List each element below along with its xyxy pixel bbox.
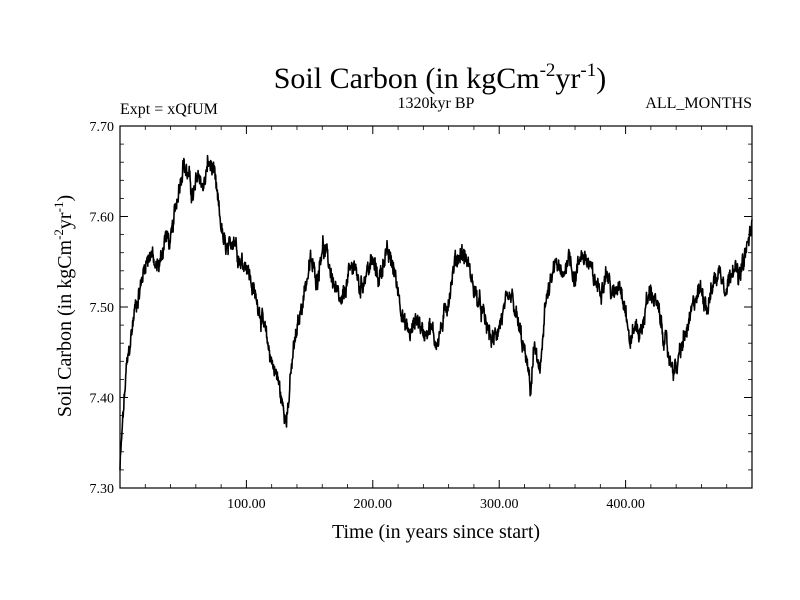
series-group <box>119 154 753 471</box>
subtitle-right: ALL_MONTHS <box>645 95 752 112</box>
chart-title: Soil Carbon (in kgCm-2yr-1) <box>274 60 607 95</box>
y-tick-label: 7.50 <box>90 301 115 316</box>
chart-title-exp1: -2 <box>540 60 556 81</box>
x-tick-labels: 100.00 200.00 300.00 400.00 <box>227 497 645 512</box>
y-axis-label-exp1: -2 <box>51 229 66 240</box>
y-tick-label: 7.60 <box>90 211 115 226</box>
subtitle-left: Expt = xQfUM <box>120 101 218 118</box>
y-axis-label: Soil Carbon (in kgCm-2yr-1) <box>51 195 76 417</box>
y-tick-label: 7.40 <box>90 392 115 407</box>
y-tick-label: 7.70 <box>90 120 115 135</box>
chart-title-main: Soil Carbon (in kgCm <box>274 62 540 95</box>
chart-title-exp2: -1 <box>580 60 596 81</box>
x-tick-label: 400.00 <box>606 497 645 512</box>
y-tick-labels: 7.30 7.40 7.50 7.60 7.70 <box>90 120 115 497</box>
x-tick-label: 200.00 <box>354 497 393 512</box>
chart-title-mid: yr <box>555 62 580 95</box>
y-axis-label-mid: yr <box>54 212 76 229</box>
y-axis-label-main: Soil Carbon (in kgCm <box>54 239 76 417</box>
y-axis-label-close: ) <box>54 195 76 202</box>
minor-ticks <box>120 126 752 488</box>
series-line <box>119 154 753 471</box>
x-axis-label: Time (in years since start) <box>332 521 540 543</box>
chart-title-close: ) <box>596 62 606 95</box>
x-tick-label: 300.00 <box>480 497 519 512</box>
y-axis-label-exp2: -1 <box>51 202 66 213</box>
subtitle-center: 1320kyr BP <box>398 95 475 112</box>
y-tick-label: 7.30 <box>90 482 115 497</box>
x-tick-label: 100.00 <box>227 497 266 512</box>
